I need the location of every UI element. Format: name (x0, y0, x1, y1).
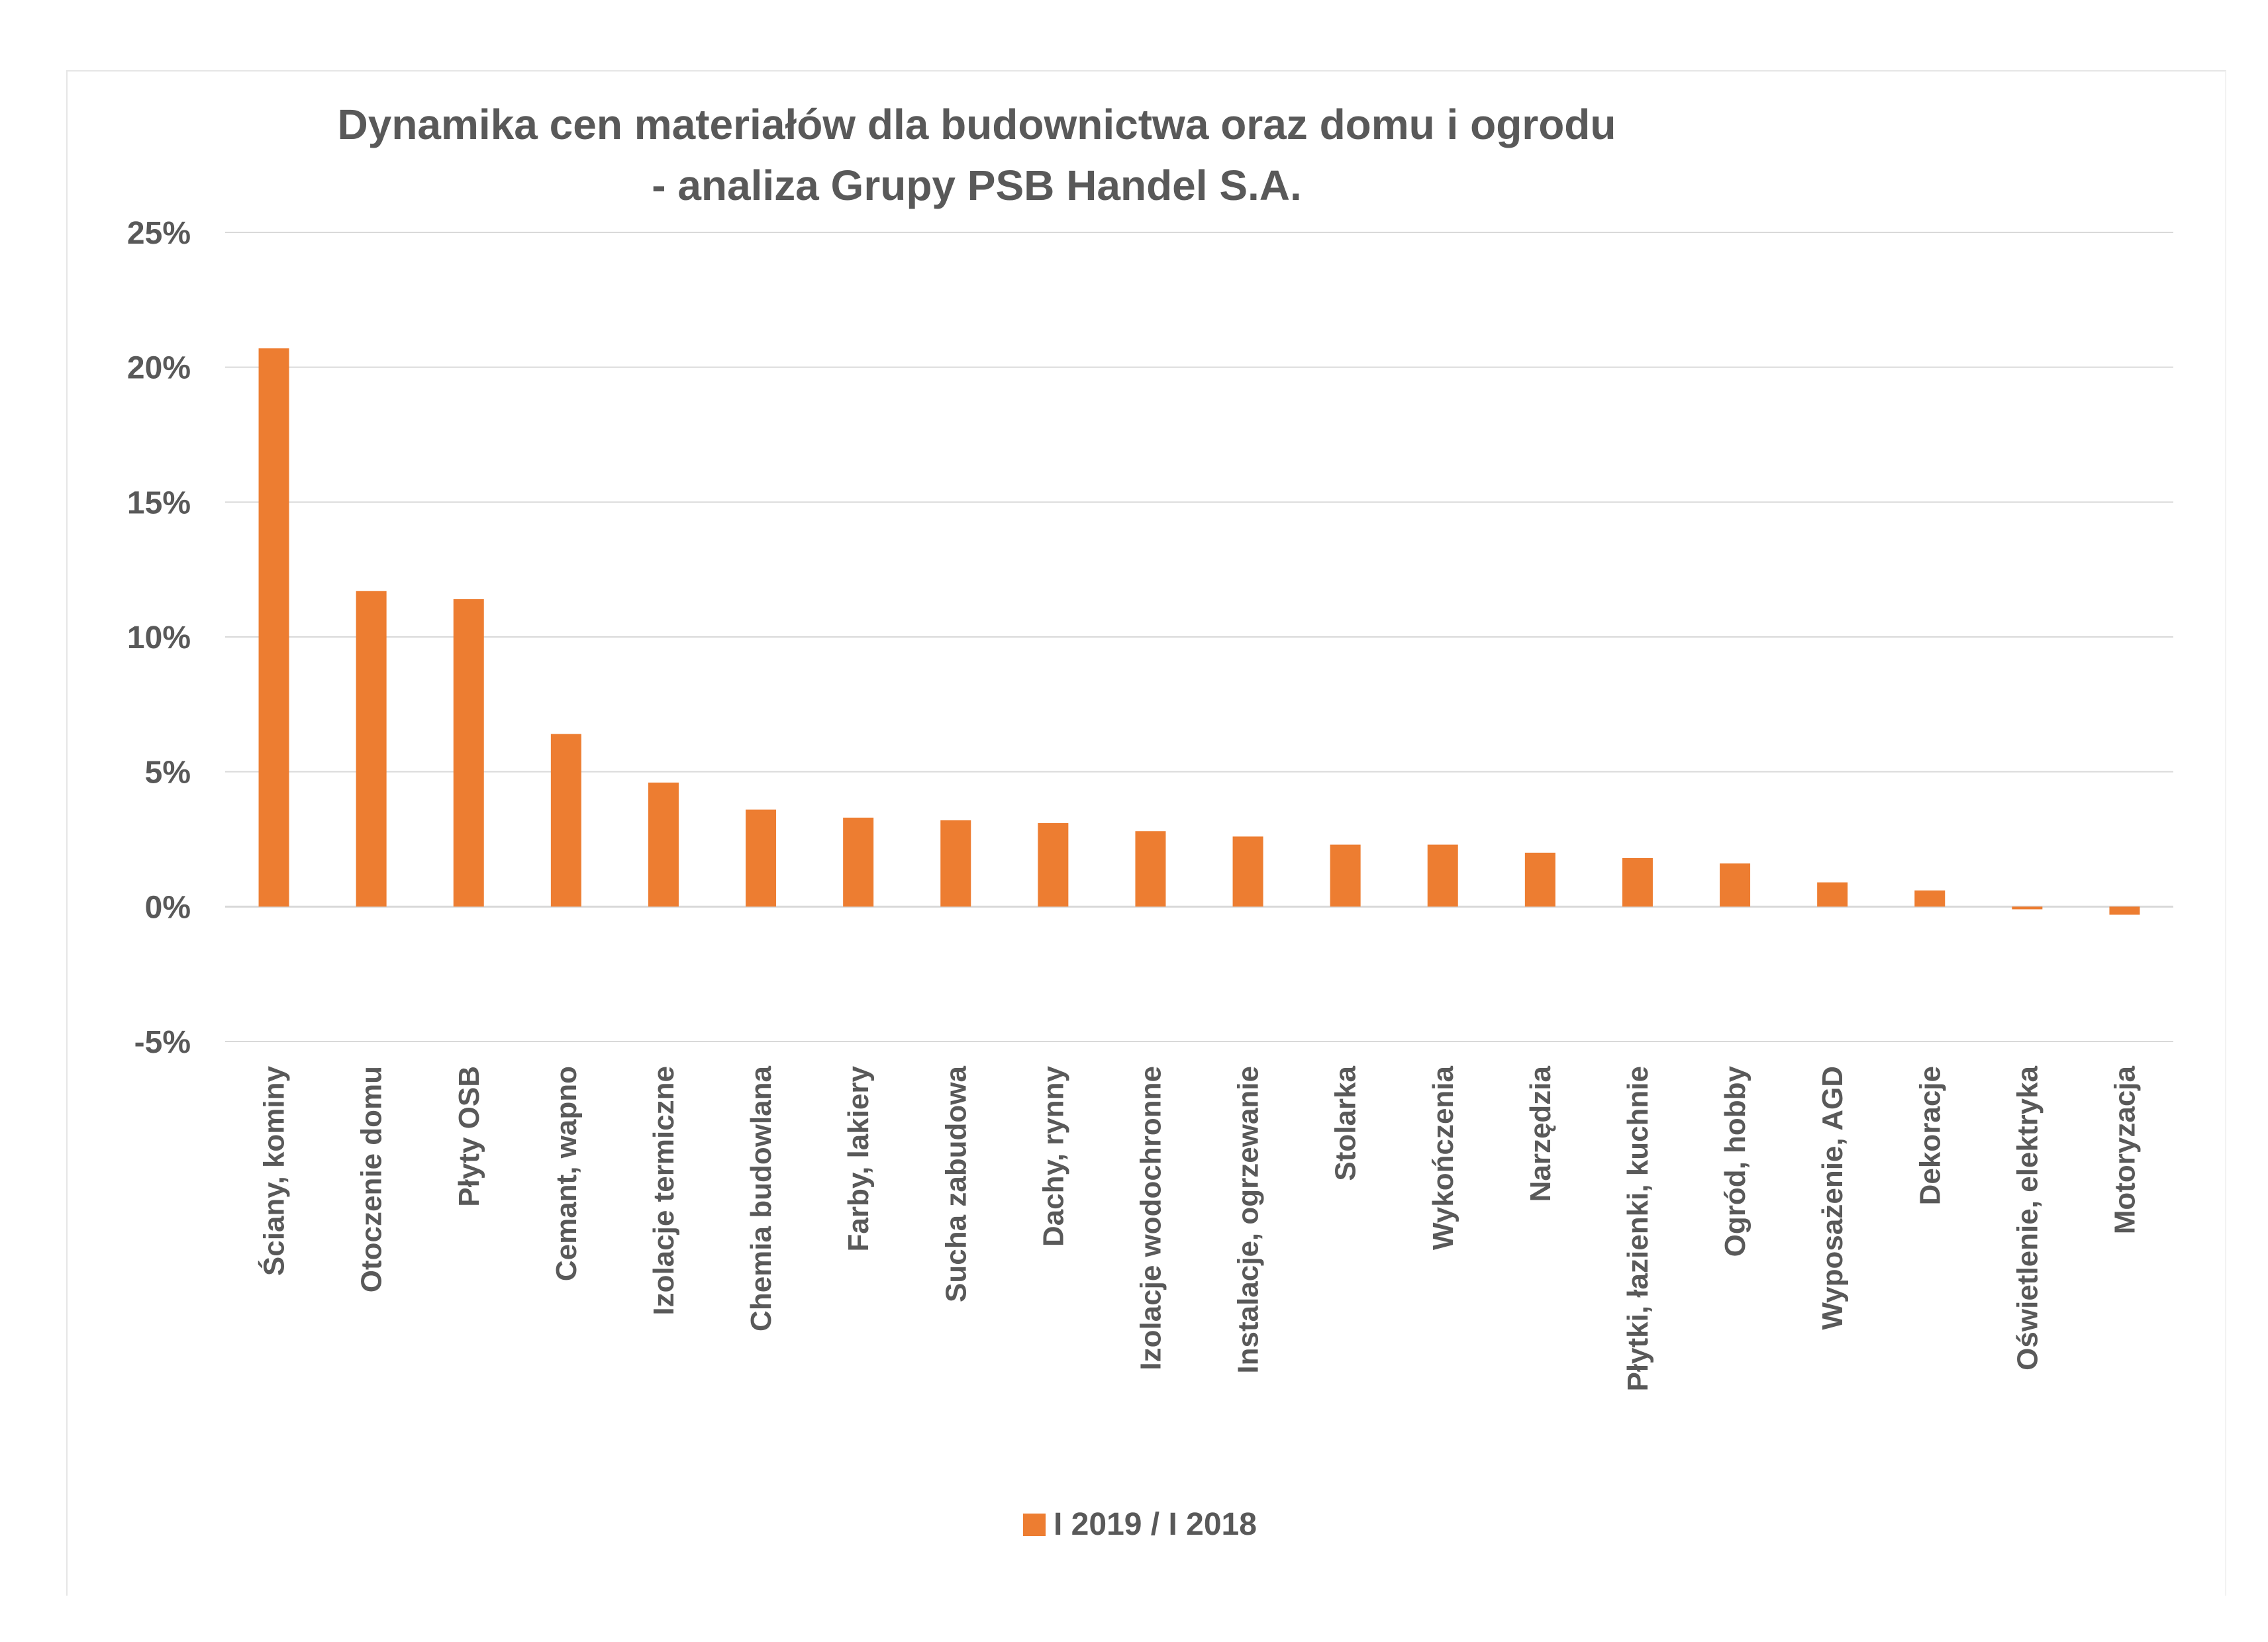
legend-swatch (1023, 1513, 1046, 1536)
bar (843, 817, 874, 907)
bar (1427, 844, 1458, 907)
bar (1135, 831, 1166, 907)
y-tick-label: 0% (145, 890, 191, 925)
y-tick-label: 25% (127, 216, 191, 251)
bar (1622, 858, 1653, 907)
bar (1232, 836, 1263, 907)
chart-title-line-1: Dynamika cen materiałów dla budownictwa … (337, 101, 1616, 148)
category-label: Instalacje, ogrzewanie (1232, 1066, 1265, 1374)
bar (1914, 890, 1946, 907)
category-label: Wyposażenie, AGD (1816, 1066, 1849, 1330)
bar (356, 591, 387, 907)
category-label: Chemia budowlana (745, 1065, 777, 1331)
category-labels: Ściany, kominy Otoczenie domu Płyty OSB Cem… (258, 1065, 2142, 1391)
grid-lines (225, 232, 2173, 1042)
category-label: Ogród, hobby (1719, 1065, 1751, 1257)
bar (258, 348, 289, 907)
y-tick-label: -5% (134, 1025, 191, 1060)
category-label: Izolacje termiczne (648, 1066, 680, 1316)
bar (1038, 823, 1069, 907)
category-label: Narzędzia (1524, 1065, 1557, 1202)
category-label: Otoczenie domu (356, 1066, 388, 1292)
bar (746, 809, 777, 907)
category-label: Dekoracje (1914, 1066, 1946, 1205)
y-tick-label: 20% (127, 351, 191, 386)
legend-label: I 2019 / I 2018 (1054, 1507, 1257, 1542)
chart-title-line-2: - analiza Grupy PSB Handel S.A. (652, 162, 1302, 209)
y-tick-label: 10% (127, 620, 191, 655)
category-label: Sucha zabudowa (940, 1065, 972, 1302)
bar (550, 734, 581, 907)
bar (648, 782, 679, 907)
category-label: Dachy, rynny (1037, 1065, 1069, 1247)
category-label: Płytki, łazienki, kuchnie (1622, 1066, 1654, 1392)
legend: I 2019 / I 2018 (1023, 1506, 1257, 1543)
category-label: Stolarka (1330, 1065, 1362, 1181)
category-label: Ściany, kominy (258, 1065, 291, 1276)
bar (2012, 906, 2043, 910)
chart-title: Dynamika cen materiałów dla budownictwa … (0, 94, 1953, 216)
category-label: Farby, lakiery (842, 1065, 875, 1251)
category-label: Wykończenia (1427, 1065, 1459, 1249)
category-label: Oświetlenie, elektryka (2011, 1065, 2044, 1370)
bar (1524, 852, 1555, 907)
bar (2109, 906, 2140, 915)
y-tick-label: 5% (145, 755, 191, 791)
bar (940, 820, 971, 907)
category-label: Cemant, wapno (550, 1066, 583, 1281)
bar (453, 599, 484, 907)
y-tick-label: 15% (127, 485, 191, 520)
category-label: Motoryzacja (2108, 1065, 2141, 1234)
y-axis-tick-labels: 25% 20% 15% 10% 5% 0% -5% (127, 216, 191, 1060)
bars (258, 348, 2140, 915)
category-label: Izolacje wodochronne (1134, 1066, 1167, 1371)
bar (1330, 844, 1361, 907)
chart-frame (66, 70, 2226, 1596)
category-label: Płyty OSB (453, 1066, 485, 1207)
bar (1817, 882, 1848, 907)
bar (1720, 863, 1751, 907)
